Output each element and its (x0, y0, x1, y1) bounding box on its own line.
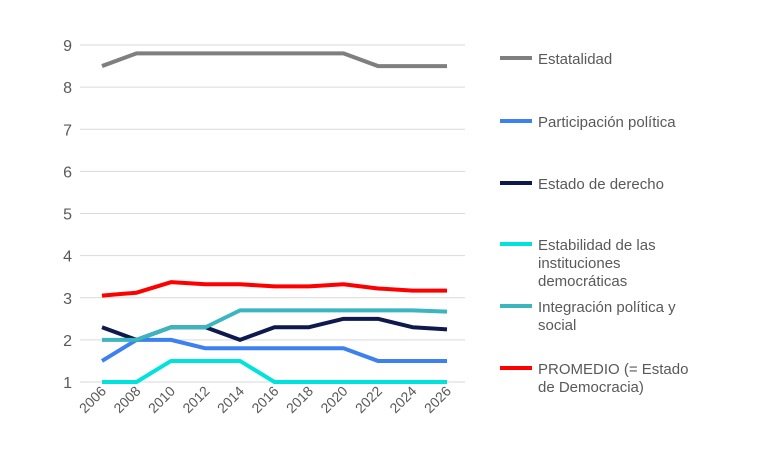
x-tick-label: 2022 (352, 383, 385, 416)
y-tick-label: 3 (63, 291, 72, 308)
series-line-4 (102, 308, 448, 342)
legend-label: democráticas (538, 273, 627, 290)
x-tick-label: 2014 (214, 383, 247, 416)
legend-label: instituciones (538, 255, 621, 272)
x-tick-label: 2010 (145, 383, 178, 416)
x-tick-label: 2026 (421, 383, 454, 416)
series-line-0 (101, 51, 447, 69)
x-tick-label: 2008 (110, 383, 143, 416)
y-tick-label: 8 (63, 80, 72, 97)
x-tick-label: 2024 (386, 383, 419, 416)
legend-label: social (538, 317, 576, 334)
y-tick-label: 1 (63, 375, 72, 392)
y-tick-label: 4 (63, 249, 72, 266)
legend-label: Estatalidad (538, 51, 612, 68)
series-line-1 (100, 337, 447, 363)
y-tick-label: 6 (63, 164, 72, 181)
legend-label: Estabilidad de las (538, 237, 656, 254)
legend-label: de Democracia) (538, 379, 644, 396)
x-tick-label: 2018 (283, 383, 316, 416)
y-tick-label: 5 (63, 207, 72, 224)
x-tick-label: 2016 (248, 383, 281, 416)
legend-label: Integración política y (538, 299, 676, 316)
series-line-2 (101, 316, 448, 342)
x-tick-label: 2006 (76, 383, 109, 416)
y-tick-label: 2 (63, 333, 72, 350)
series-line-5 (101, 280, 447, 298)
y-tick-label: 9 (63, 38, 72, 55)
legend-label: Participación política (538, 114, 676, 131)
y-tick-label: 7 (63, 122, 72, 139)
series-line-3 (102, 358, 447, 384)
legend-label: Estado de derecho (538, 176, 664, 193)
legend-label: PROMEDIO (= Estado (538, 361, 688, 378)
x-tick-label: 2020 (317, 383, 350, 416)
x-tick-label: 2012 (179, 383, 212, 416)
